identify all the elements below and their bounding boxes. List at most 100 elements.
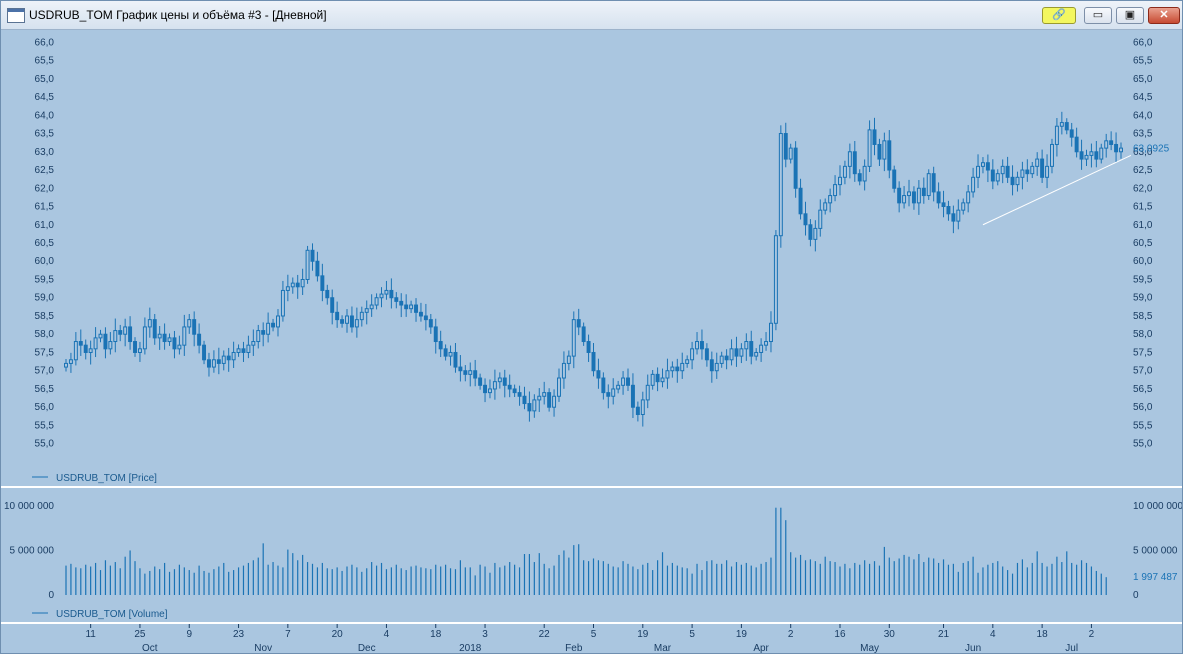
price-pane[interactable]: 55,0 55,5 56,0 56,5 57,0 57,5 58,0 58,5 59,0 59,5… [32,37,1170,484]
price-tick-label-right: 63,5 [1133,129,1153,140]
candle-body [611,388,616,397]
candle-body [759,344,764,353]
day-tick-label: 19 [637,629,649,640]
link-icon: 🔗 [1052,9,1066,21]
candle-body [956,209,961,222]
day-tick-label: 20 [332,629,344,640]
minimize-button[interactable]: ▭ [1084,7,1112,24]
title-bar[interactable]: USDRUB_TOM График цены и объёма #3 - [Дн… [1,1,1182,30]
candle-body [739,348,744,357]
candle-body [833,184,838,197]
candle-body [133,341,137,353]
candle-body [995,173,1000,182]
volume-tick-label-right: 10 000 000 [1133,501,1182,512]
candle-body [527,403,532,412]
price-tick-label-right: 59,5 [1133,274,1153,285]
price-tick-label-left: 55,5 [35,420,55,431]
candle-body [64,362,68,368]
maximize-button[interactable]: ▣ [1116,7,1144,24]
candle-body [704,348,709,361]
price-tick-label-right: 58,5 [1133,311,1153,322]
candle-body [359,311,364,321]
price-tick-label-left: 66,0 [35,37,55,48]
price-tick-label-right: 64,5 [1133,92,1153,103]
day-tick-label: 2 [788,629,794,640]
candle-body [1005,165,1010,178]
candle-body [123,326,128,335]
price-volume-chart[interactable]: 55,0 55,5 56,0 56,5 57,0 57,5 58,0 58,5 59,0 59,5… [1,29,1182,653]
candle-body [458,366,463,372]
candle-body [838,176,842,186]
candle-body [724,355,729,361]
day-tick-label: 2 [1089,629,1095,640]
month-label: May [860,643,879,653]
candle-body [916,187,921,204]
candle-body [142,326,147,350]
volume-pane[interactable]: 0 5 000 000 10 000 000 0 5 000 000 10 000 00… [4,501,1182,620]
candle-body [340,319,345,324]
price-tick-label-left: 56,0 [35,402,55,413]
link-button[interactable]: 🔗 [1042,7,1076,24]
close-button[interactable]: ✕ [1148,7,1180,24]
day-tick-label: 7 [285,629,291,640]
volume-bars [65,507,1107,595]
month-label: Dec [358,643,376,653]
candle-body [226,355,231,361]
candle-body [137,348,142,353]
candle-body [369,304,374,310]
trendline[interactable] [982,154,1132,226]
candle-body [532,399,537,412]
candle-body [798,187,803,215]
day-tick-label: 22 [539,629,551,640]
price-tick-label-right: 59,0 [1133,293,1153,304]
price-tick-label-right: 63,0 [1133,147,1153,158]
candle-body [877,143,882,160]
candle-body [409,304,414,310]
candle-body [621,377,626,386]
candle-body [980,162,985,167]
volume-axis-left: 0 5 000 000 10 000 000 [4,501,55,601]
candle-body [1030,165,1035,175]
candle-body [364,308,369,313]
candle-body [172,337,177,350]
candle-body [1050,143,1054,167]
candle-body [433,326,438,343]
candle-body [1045,165,1050,178]
chart-window-icon [7,8,25,23]
candle-body [744,341,749,350]
day-tick-label: 25 [134,629,146,640]
price-tick-label-left: 57,0 [35,366,55,377]
day-tick-label: 4 [384,629,390,640]
candle-body [847,151,852,167]
candle-body [231,351,236,361]
price-tick-label-right: 66,0 [1133,37,1153,48]
candle-body [478,377,483,386]
candle-body [1104,140,1109,149]
candle-body [951,213,956,222]
day-tick-label: 18 [1037,629,1049,640]
candle-body [1035,158,1040,167]
candle-body [349,315,354,328]
month-label: Mar [654,643,672,653]
price-tick-label-right: 60,5 [1133,238,1153,249]
candle-body [453,351,458,368]
candle-body [764,341,769,346]
month-label: Nov [254,643,272,653]
candle-body [147,319,152,328]
price-axis-left: 55,0 55,5 56,0 56,5 57,0 57,5 58,0 58,5 59,0 59,5… [35,37,55,449]
candle-body [976,165,981,178]
price-tick-label-right: 65,5 [1133,56,1153,67]
candle-body [1119,147,1123,153]
price-tick-label-left: 58,0 [35,329,55,340]
candle-body [463,370,468,375]
candle-body [793,147,798,189]
time-axis[interactable]: 11 25 9 23 7 20 4 18 3 22 5 19 5 19 2 16 30 21 4 18 2 Oct Nov D… [85,624,1095,653]
candle-body [586,341,591,353]
candle-body [379,293,384,299]
price-tick-label-left: 58,5 [35,311,55,322]
candle-body [680,362,685,372]
candle-body [177,344,182,350]
candle-body [414,304,419,313]
candle-body [557,377,561,397]
